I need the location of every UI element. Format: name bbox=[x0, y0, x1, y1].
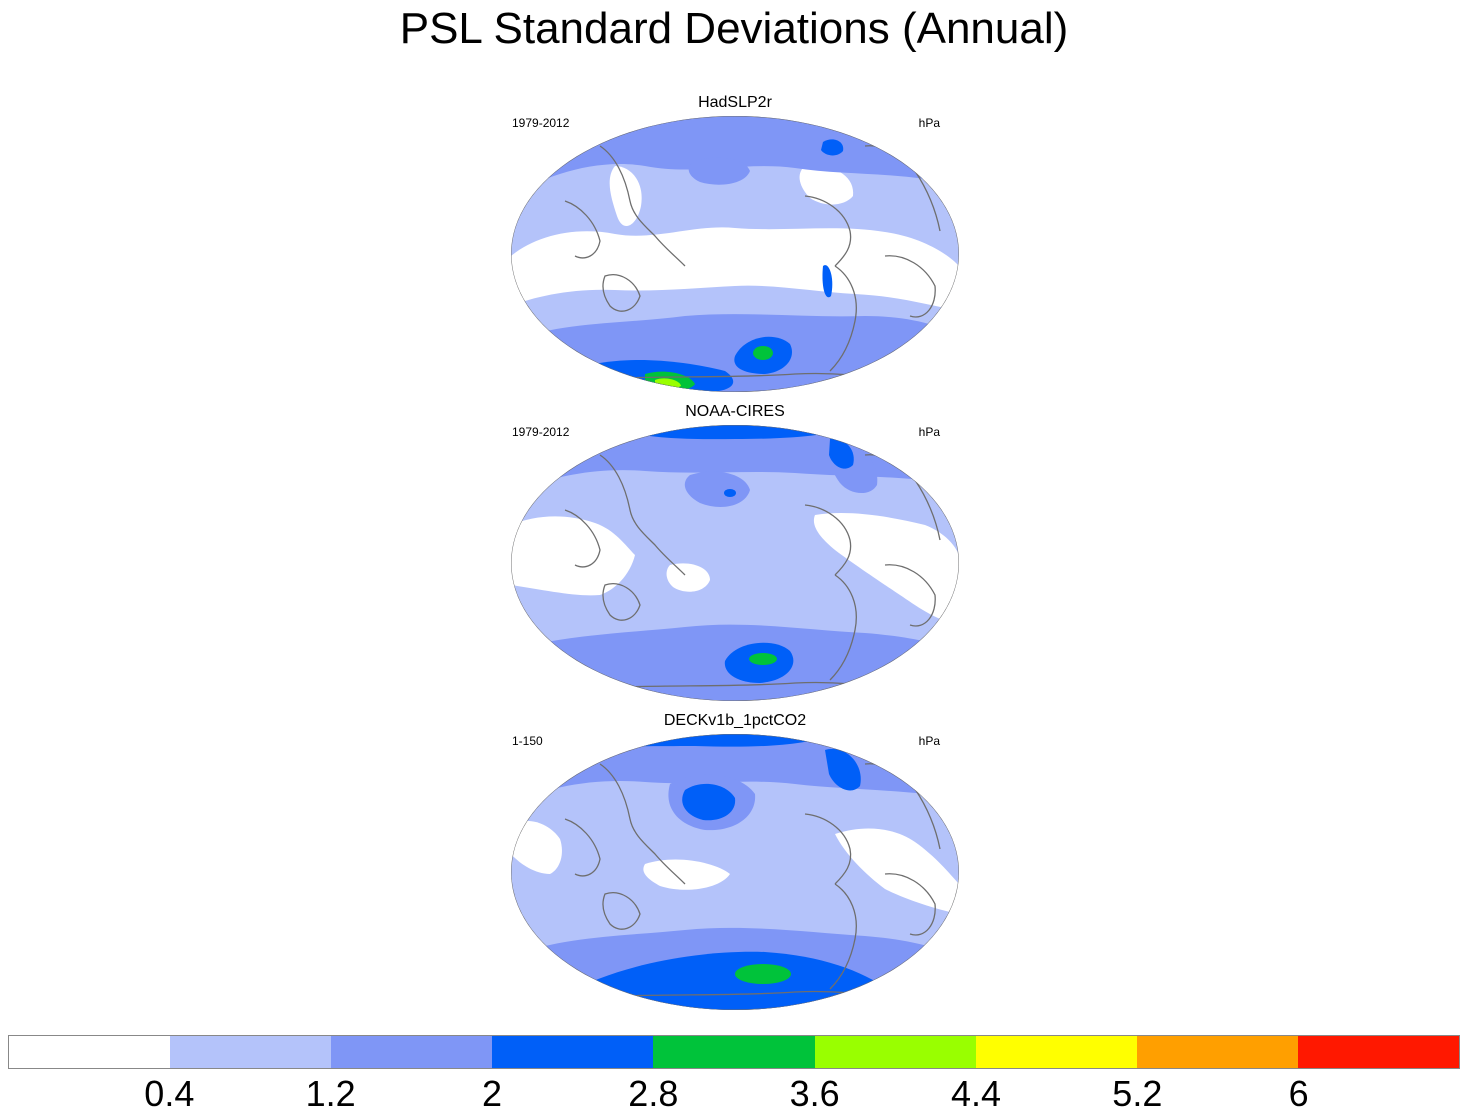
colorbar-cell bbox=[1297, 1036, 1459, 1068]
colorbar-cell bbox=[975, 1036, 1137, 1068]
panel-units: hPa bbox=[918, 116, 940, 130]
global-map bbox=[511, 116, 959, 392]
colorbar-tick-label: 0.4 bbox=[144, 1073, 195, 1114]
colorbar-cell bbox=[814, 1036, 976, 1068]
colorbar-tick-label: 6 bbox=[1288, 1073, 1309, 1114]
global-map bbox=[511, 425, 959, 701]
global-map bbox=[511, 734, 959, 1010]
region-low bbox=[511, 227, 959, 311]
region-high bbox=[605, 425, 855, 440]
map-panel-noaa-cires: NOAA-CIRES 1979-2012 hPa bbox=[505, 403, 965, 703]
region-mid bbox=[688, 157, 750, 185]
colorbar-tick-label: 3.6 bbox=[789, 1073, 840, 1114]
region-very-high bbox=[753, 346, 773, 360]
region-low bbox=[511, 516, 635, 596]
map-panel-hadslp2r: HadSLP2r 1979-2012 hPa bbox=[505, 94, 965, 394]
region-low bbox=[511, 820, 562, 874]
map-panel-deckv1b-1pctco2: DECKv1b_1pctCO2 1-150 hPa bbox=[505, 712, 965, 1012]
colorbar bbox=[8, 1035, 1460, 1069]
region-mid bbox=[511, 427, 959, 495]
region-mid bbox=[684, 471, 750, 507]
colorbar-cell bbox=[1136, 1036, 1298, 1068]
colorbar-cell bbox=[9, 1036, 171, 1068]
region-very-high bbox=[735, 964, 791, 984]
colorbar-cell bbox=[331, 1036, 493, 1068]
region-high bbox=[821, 139, 844, 156]
panel-period: 1-150 bbox=[512, 734, 543, 748]
colorbar-cell bbox=[170, 1036, 332, 1068]
region-high bbox=[825, 748, 861, 791]
region-low bbox=[799, 165, 854, 205]
region-low bbox=[643, 859, 730, 890]
region-very-high bbox=[749, 653, 777, 665]
colorbar-labels: 0.4 1.2 2 2.8 3.6 4.4 5.2 6 bbox=[0, 1072, 1468, 1116]
coastlines bbox=[564, 145, 941, 381]
colorbar-cell bbox=[492, 1036, 654, 1068]
panel-units: hPa bbox=[918, 734, 940, 748]
colorbar-cell bbox=[653, 1036, 815, 1068]
region-high bbox=[829, 438, 854, 469]
page-title: PSL Standard Deviations (Annual) bbox=[399, 4, 1069, 53]
panel-period: 1979-2012 bbox=[512, 425, 570, 439]
panel-title: DECKv1b_1pctCO2 bbox=[663, 712, 807, 729]
colorbar-tick-label: 2.8 bbox=[628, 1073, 679, 1114]
region-high bbox=[724, 489, 736, 497]
panel-units: hPa bbox=[918, 425, 940, 439]
colorbar-tick-label: 5.2 bbox=[1112, 1073, 1163, 1114]
colorbar-tick-label: 1.2 bbox=[305, 1073, 356, 1114]
colorbar-tick-label: 4.4 bbox=[950, 1073, 1002, 1114]
panel-period: 1979-2012 bbox=[512, 116, 570, 130]
colorbar-tick-label: 2 bbox=[481, 1073, 503, 1114]
panel-title: HadSLP2r bbox=[698, 94, 772, 111]
region-high bbox=[822, 265, 833, 298]
region-low bbox=[666, 563, 710, 592]
panel-title: NOAA-CIRES bbox=[685, 403, 785, 420]
region-high bbox=[682, 783, 736, 821]
